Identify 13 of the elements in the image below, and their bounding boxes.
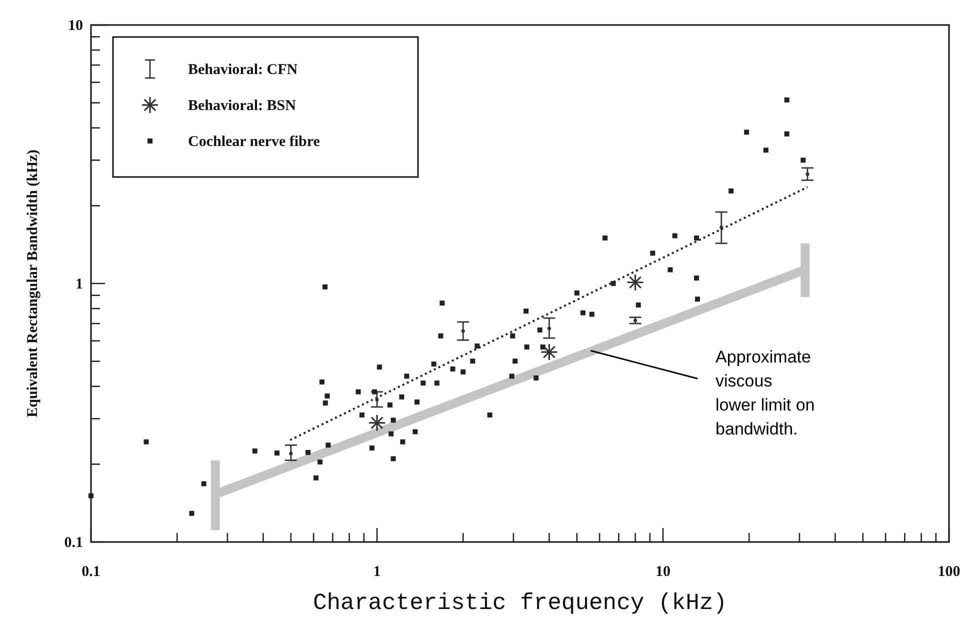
annotation: Approximate viscous lower limit on bandwidth. bbox=[716, 348, 815, 439]
legend-label: Behavioral: BSN bbox=[188, 98, 296, 114]
x-tick-label: 1 bbox=[373, 564, 381, 580]
y-axis-title: Equivalent Rectangular Bandwidth (kHz) bbox=[25, 150, 41, 418]
y-tick-label: 1 bbox=[76, 276, 83, 292]
x-tick-label: 10 bbox=[656, 564, 670, 580]
y-tick-label: 10 bbox=[68, 18, 83, 34]
x-tick-label: 0.1 bbox=[82, 564, 100, 580]
y-tick-label: 0.1 bbox=[64, 535, 83, 551]
x-tick-label: 100 bbox=[938, 564, 960, 580]
legend-label: Cochlear nerve fibre bbox=[188, 134, 320, 150]
legend-label: Behavioral: CFN bbox=[188, 62, 298, 78]
x-axis-title: Characteristic frequency (kHz) bbox=[312, 590, 728, 616]
